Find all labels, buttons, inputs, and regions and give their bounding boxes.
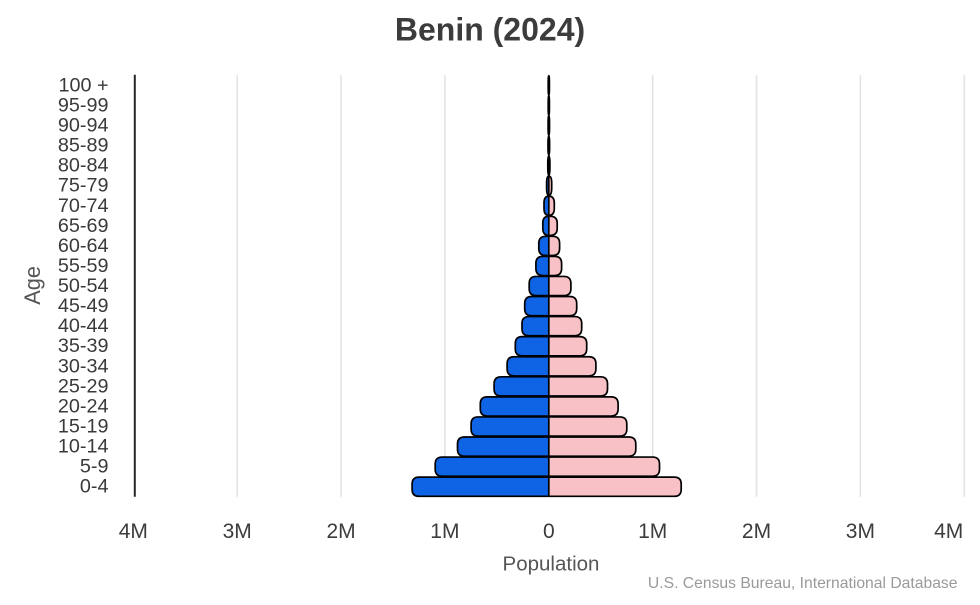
svg-text:1M: 1M xyxy=(430,520,459,543)
svg-text:75-79: 75-79 xyxy=(58,175,109,197)
svg-text:Benin (2024): Benin (2024) xyxy=(395,12,585,48)
svg-text:100 +: 100 + xyxy=(58,74,108,96)
svg-text:15-19: 15-19 xyxy=(58,416,109,438)
svg-text:4M: 4M xyxy=(934,520,963,543)
svg-text:5-9: 5-9 xyxy=(80,456,109,478)
svg-text:80-84: 80-84 xyxy=(58,155,109,177)
svg-text:30-34: 30-34 xyxy=(58,355,109,377)
svg-text:3M: 3M xyxy=(846,520,875,543)
svg-text:95-99: 95-99 xyxy=(58,94,109,116)
svg-text:35-39: 35-39 xyxy=(58,335,109,357)
svg-text:70-74: 70-74 xyxy=(58,195,109,217)
svg-text:25-29: 25-29 xyxy=(58,375,109,397)
svg-text:0: 0 xyxy=(543,520,555,543)
svg-text:45-49: 45-49 xyxy=(58,295,109,317)
svg-text:90-94: 90-94 xyxy=(58,115,109,137)
svg-text:60-64: 60-64 xyxy=(58,235,109,257)
svg-text:85-89: 85-89 xyxy=(58,135,109,157)
svg-text:2M: 2M xyxy=(742,520,771,543)
svg-text:40-44: 40-44 xyxy=(58,315,109,337)
svg-text:0-4: 0-4 xyxy=(80,476,109,498)
svg-text:Population: Population xyxy=(503,553,600,576)
svg-text:4M: 4M xyxy=(119,520,148,543)
svg-text:10-14: 10-14 xyxy=(58,436,109,458)
svg-text:1M: 1M xyxy=(638,520,667,543)
svg-text:55-59: 55-59 xyxy=(58,255,109,277)
svg-text:U.S. Census Bureau, Internatio: U.S. Census Bureau, International Databa… xyxy=(648,575,958,592)
svg-text:50-54: 50-54 xyxy=(58,275,109,297)
svg-text:65-69: 65-69 xyxy=(58,215,109,237)
svg-text:3M: 3M xyxy=(223,520,252,543)
svg-text:2M: 2M xyxy=(327,520,356,543)
svg-text:Age: Age xyxy=(20,266,45,305)
svg-text:20-24: 20-24 xyxy=(58,396,109,418)
